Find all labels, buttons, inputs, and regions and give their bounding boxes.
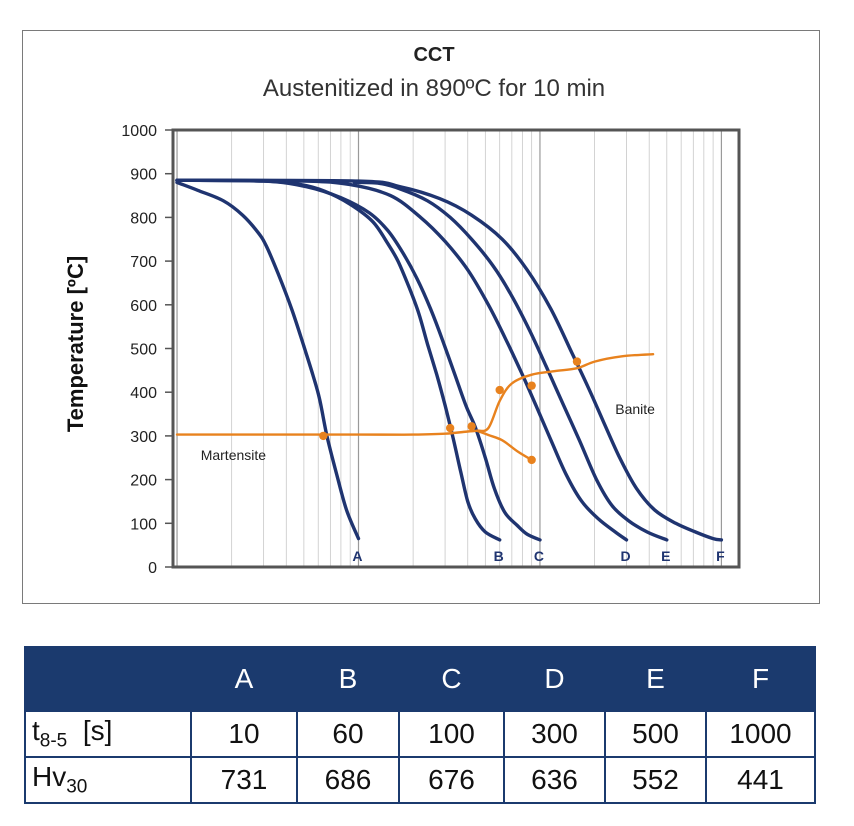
header-cell: F xyxy=(705,646,816,712)
table-cell: 676 xyxy=(398,756,505,804)
table-cell: 1000 xyxy=(705,710,816,758)
cooling-curve-f xyxy=(175,178,724,542)
y-tick-label: 900 xyxy=(130,167,157,184)
cooling-curve-a xyxy=(175,180,361,541)
row-label-main: t xyxy=(32,715,40,747)
region-label: Banite xyxy=(615,401,655,417)
chart-title: CCT xyxy=(413,44,454,66)
table-cell: 60 xyxy=(296,710,400,758)
y-axis-label: Temperature [ºC] xyxy=(63,256,88,432)
transition-marker xyxy=(467,422,476,431)
curve-end-label: A xyxy=(352,548,362,564)
chart-frame: CCT Austenitized in 890ºC for 10 min Tem… xyxy=(22,30,820,604)
table-cell: 441 xyxy=(705,756,816,804)
y-tick-label: 1000 xyxy=(121,123,157,140)
header-cell: B xyxy=(296,646,400,712)
transition-marker xyxy=(527,381,536,390)
row-label-sub: 8-5 xyxy=(39,730,68,752)
transition-marker xyxy=(445,423,455,433)
region-label: Martensite xyxy=(201,447,267,463)
y-tick-label: 800 xyxy=(130,210,157,227)
table-cell: 636 xyxy=(503,756,606,804)
transformation-boundary xyxy=(175,353,655,436)
cooling-curve-c xyxy=(175,178,542,542)
header-cell: E xyxy=(604,646,707,712)
row-label-sub: 30 xyxy=(66,776,88,798)
table-row: t8-5 [s] 10 60 100 300 500 1000 xyxy=(24,710,816,758)
header-cell: C xyxy=(398,646,505,712)
curve-end-labels: A B C D E F xyxy=(352,548,725,564)
table-cell: 731 xyxy=(190,756,298,804)
y-tick-labels: 0 100 200 300 400 500 600 700 800 900 1000 xyxy=(121,123,173,577)
y-tick-label: 100 xyxy=(130,516,157,533)
row-label-t85: t8-5 [s] xyxy=(24,710,192,758)
table-header-row: A B C D E F xyxy=(24,646,816,712)
plot-border xyxy=(171,128,741,569)
table-cell: 686 xyxy=(296,756,400,804)
row-label-main: Hv xyxy=(32,761,67,793)
y-tick-label: 300 xyxy=(130,429,157,446)
y-tick-label: 600 xyxy=(130,298,157,315)
transition-marker xyxy=(319,431,328,441)
header-cell xyxy=(24,646,192,712)
chart-subtitle: Austenitized in 890ºC for 10 min xyxy=(263,75,605,102)
cooling-curve-d xyxy=(175,178,629,542)
transformation-boundary xyxy=(475,429,533,462)
row-label-unit: [s] xyxy=(82,715,113,747)
table-cell: 552 xyxy=(604,756,707,804)
transition-marker xyxy=(527,455,536,465)
y-tick-label: 0 xyxy=(148,560,157,577)
y-tick-label: 700 xyxy=(130,254,157,271)
table-cell: 100 xyxy=(398,710,505,758)
transition-marker xyxy=(572,357,582,366)
transition-marker xyxy=(495,385,504,395)
cct-chart: CCT Austenitized in 890ºC for 10 min Tem… xyxy=(63,44,741,577)
row-label-hv30: Hv30 xyxy=(24,756,192,804)
curve-end-label: C xyxy=(534,548,544,564)
curve-end-label: F xyxy=(716,548,725,564)
y-tick-label: 500 xyxy=(130,342,157,359)
table-row: Hv30 731 686 676 636 552 441 xyxy=(24,756,816,804)
table-cell: 300 xyxy=(503,710,606,758)
curve-end-label: D xyxy=(620,548,630,564)
y-tick-label: 400 xyxy=(130,385,157,402)
annotations: Martensite Banite xyxy=(201,401,655,463)
transition-markers xyxy=(319,357,582,465)
curve-end-label: B xyxy=(494,548,504,564)
y-tick-label: 200 xyxy=(130,473,157,490)
table-cell: 10 xyxy=(190,710,298,758)
header-cell: A xyxy=(190,646,298,712)
grid-lines xyxy=(176,130,723,567)
series-lines xyxy=(175,178,724,542)
table-cell: 500 xyxy=(604,710,707,758)
results-table: A B C D E F t8-5 [s] 10 60 100 300 500 1… xyxy=(24,646,816,804)
cooling-curve-e xyxy=(352,180,669,542)
curve-end-label: E xyxy=(661,548,670,564)
header-cell: D xyxy=(503,646,606,712)
